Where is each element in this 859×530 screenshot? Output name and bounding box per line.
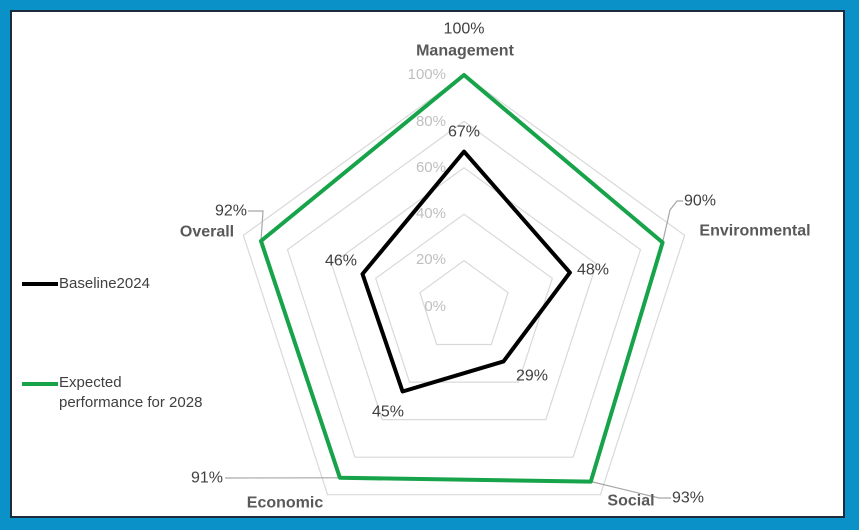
baseline-label-management: 67% [447,123,481,141]
axis-tick-60: 60% [415,159,446,176]
expected-label-management: 100% [443,20,485,38]
legend-label-expected-line1: Expected [59,374,122,391]
leader-lines [224,200,683,499]
baseline-label-economic: 45% [371,403,405,421]
category-label-management: Management [416,42,514,60]
axis-tick-80: 80% [415,113,446,130]
grid-ring-40 [374,213,554,383]
series-expected-line [259,73,665,484]
legend-swatch-expected [22,382,58,386]
axis-tick-40: 40% [415,205,446,222]
grid-ring-100 [242,74,686,496]
expected-label-environmental: 90% [683,192,717,210]
legend-swatch-baseline [22,282,58,286]
category-label-economic: Economic [246,494,324,512]
grid-rings [242,74,686,496]
grid-ring-80 [286,120,642,458]
baseline-label-social: 29% [515,367,549,385]
leader-line-environmental [662,200,683,243]
grid-ring-60 [330,167,598,421]
legend-label-baseline: Baseline2024 [59,275,150,292]
axis-tick-100: 100% [407,66,446,83]
radar-chart [224,73,686,499]
category-label-overall: Overall [179,223,235,241]
leader-line-social [590,480,671,499]
category-label-environmental: Environmental [699,222,811,240]
baseline-label-overall: 46% [324,252,358,270]
chart-panel: 0% 20% 40% 60% 80% 100% Management Envir… [10,10,845,518]
axis-tick-20: 20% [415,251,446,268]
series-baseline-line [360,149,572,394]
baseline-label-environmental: 48% [576,261,610,279]
expected-label-overall: 92% [214,202,248,220]
expected-label-social: 93% [671,489,705,507]
grid-ring-20 [419,259,509,346]
axis-tick-0: 0% [424,298,446,315]
expected-label-economic: 91% [190,469,224,487]
legend-label-expected-line2: performance for 2028 [59,394,203,411]
category-label-social: Social [607,492,655,510]
legend-label-expected: Expected performance for 2028 [59,373,202,413]
leader-line-overall [248,210,264,242]
